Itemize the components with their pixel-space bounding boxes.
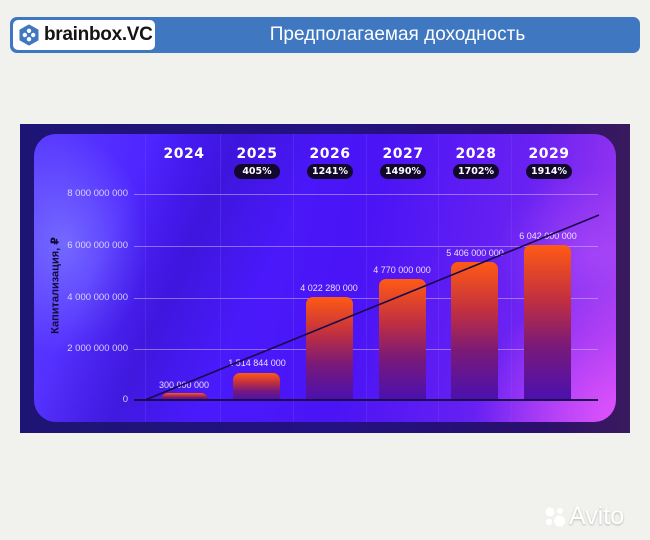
year-2026: 2026 bbox=[309, 146, 351, 162]
year-2028: 2028 bbox=[455, 146, 497, 162]
chart-frame: 2024 2025 2026 2027 2028 2029 405% 1241%… bbox=[20, 124, 630, 433]
header-bar: brainbox.VC Предполагаемая доходность bbox=[10, 17, 640, 53]
y-tick: 6 000 000 000 bbox=[67, 240, 128, 251]
year-2029: 2029 bbox=[528, 146, 570, 162]
growth-badge-2025: 405% bbox=[234, 164, 280, 179]
bar-value-label: 4 022 280 000 bbox=[300, 283, 358, 293]
page-title: Предполагаемая доходность bbox=[269, 24, 526, 45]
growth-badge-2028: 1702% bbox=[453, 164, 499, 179]
gridline bbox=[134, 349, 598, 350]
bar-2024 bbox=[161, 393, 208, 400]
avito-text: Avito bbox=[569, 502, 625, 530]
column-divider bbox=[438, 134, 439, 422]
year-2025: 2025 bbox=[236, 146, 278, 162]
y-tick: 4 000 000 000 bbox=[67, 292, 128, 303]
logo-text: brainbox.VC bbox=[44, 24, 153, 45]
bar-2025 bbox=[233, 373, 280, 400]
y-tick: 0 bbox=[122, 394, 128, 405]
growth-badge-2027: 1490% bbox=[380, 164, 426, 179]
column-divider bbox=[366, 134, 367, 422]
bar-value-label: 4 770 000 000 bbox=[373, 265, 431, 275]
chart-panel: 2024 2025 2026 2027 2028 2029 405% 1241%… bbox=[34, 134, 616, 422]
year-2027: 2027 bbox=[382, 146, 424, 162]
bar-2026 bbox=[306, 297, 353, 400]
gridline bbox=[134, 246, 598, 247]
bar-2028 bbox=[451, 262, 498, 400]
gridline bbox=[134, 298, 598, 299]
brand-logo[interactable]: brainbox.VC bbox=[13, 20, 155, 50]
bar-value-label: 5 406 000 000 bbox=[446, 248, 504, 258]
y-tick: 2 000 000 000 bbox=[67, 343, 128, 354]
x-axis-baseline bbox=[134, 399, 598, 401]
bar-2029 bbox=[524, 245, 571, 400]
column-divider bbox=[511, 134, 512, 422]
brainbox-logo-icon bbox=[19, 24, 39, 46]
growth-badge-2026: 1241% bbox=[307, 164, 353, 179]
column-divider bbox=[145, 134, 146, 422]
avito-watermark: Avito bbox=[543, 502, 624, 531]
column-divider bbox=[293, 134, 294, 422]
gridline bbox=[134, 194, 598, 195]
trend-line bbox=[144, 214, 600, 401]
bar-2027 bbox=[379, 279, 426, 400]
column-divider bbox=[220, 134, 221, 422]
bar-value-label: 300 000 000 bbox=[158, 380, 210, 390]
growth-badge-2029: 1914% bbox=[526, 164, 572, 179]
avito-logo-icon bbox=[545, 507, 565, 526]
year-2024: 2024 bbox=[163, 146, 205, 162]
bar-value-label: 1 514 844 000 bbox=[228, 358, 286, 368]
y-tick: 8 000 000 000 bbox=[67, 188, 128, 199]
